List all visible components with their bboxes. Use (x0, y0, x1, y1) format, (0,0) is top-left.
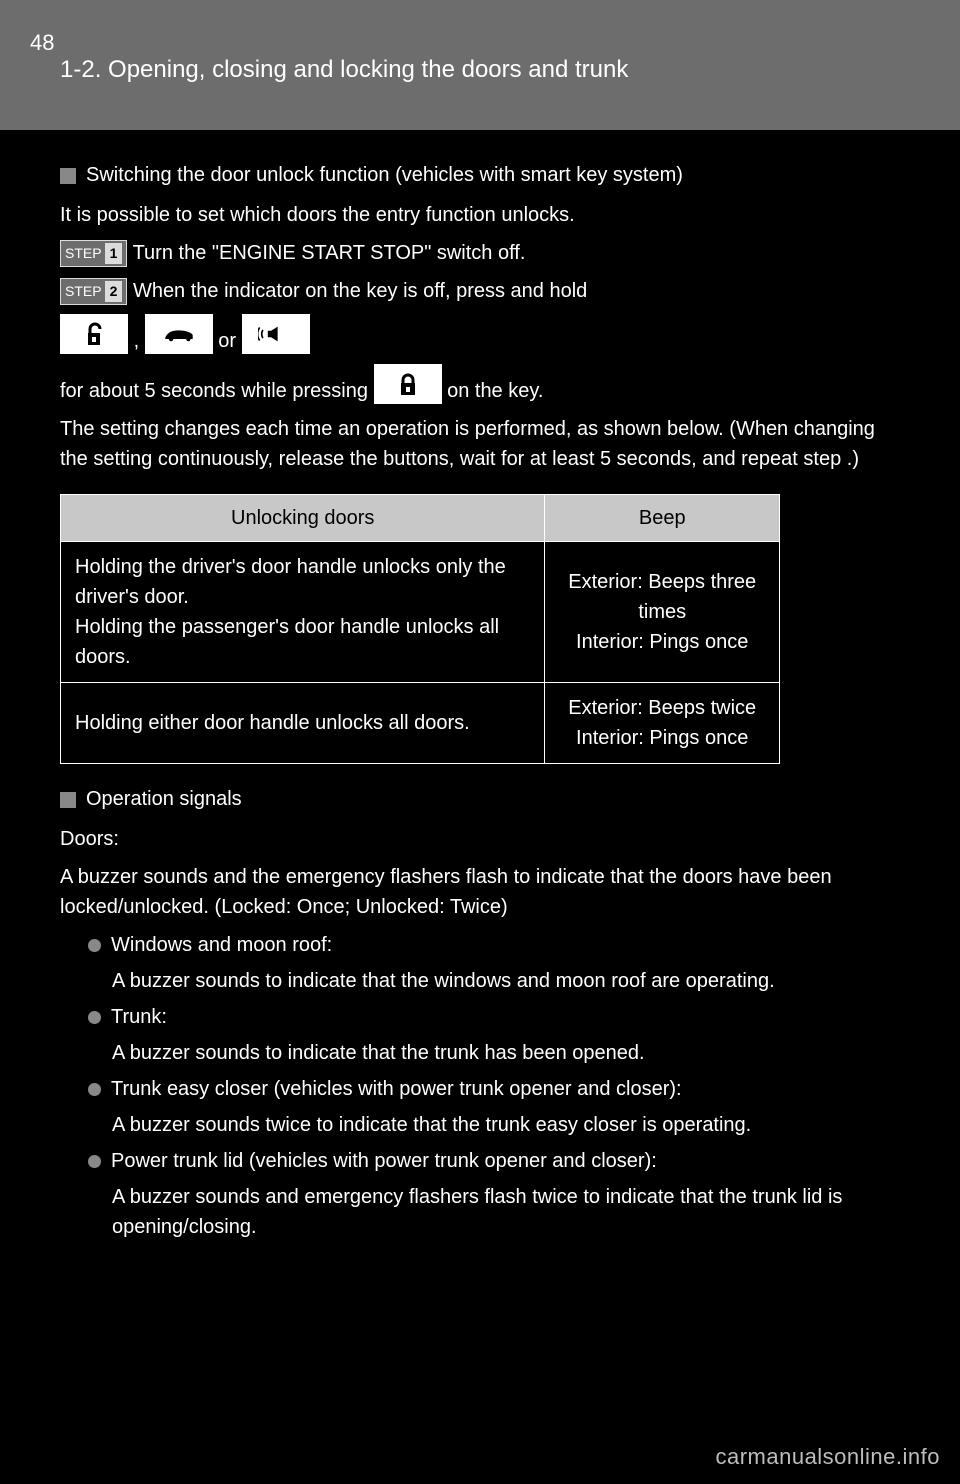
section2-title-text: Operation signals (86, 788, 242, 810)
round-bullet-icon (88, 1011, 101, 1024)
table-header-unlocking: Unlocking doors (61, 495, 545, 542)
op-doors-desc: A buzzer sounds and the emergency flashe… (60, 862, 900, 922)
header-bar: 48 1-2. Opening, closing and locking the… (0, 0, 960, 130)
section2-title: Operation signals (60, 784, 900, 814)
watermark: carmanualsonline.info (715, 1444, 940, 1470)
square-bullet-icon (60, 792, 76, 808)
section1-intro: It is possible to set which doors the en… (60, 200, 900, 230)
table-row: Holding either door handle unlocks all d… (61, 683, 780, 764)
unlock-icon (60, 314, 128, 354)
round-bullet-icon (88, 939, 101, 952)
step2-pre: When the indicator on the key is off, pr… (133, 280, 587, 302)
step2-line2: for about 5 seconds while pressing on th… (60, 364, 900, 406)
section1-after: The setting changes each time an operati… (60, 414, 900, 474)
table-cell: Exterior: Beeps twice Interior: Pings on… (545, 683, 780, 764)
bullet-easycloser: Trunk easy closer (vehicles with power t… (88, 1074, 900, 1104)
table-row: Holding the driver's door handle unlocks… (61, 542, 780, 683)
table-cell: Holding either door handle unlocks all d… (61, 683, 545, 764)
section1-title: Switching the door unlock function (vehi… (60, 160, 900, 190)
table-header-beep: Beep (545, 495, 780, 542)
page-content: Switching the door unlock function (vehi… (60, 160, 900, 1248)
step2-end: on the key. (447, 380, 543, 402)
page-number: 48 (30, 30, 54, 56)
car-icon (145, 314, 213, 354)
table-cell: Exterior: Beeps three times Interior: Pi… (545, 542, 780, 683)
step-badge-1: STEP1 (60, 240, 127, 267)
op-doors-label: Doors: (60, 824, 900, 854)
square-bullet-icon (60, 168, 76, 184)
step2-mid2: or (218, 330, 241, 352)
step1-row: STEP1 Turn the "ENGINE START STOP" switc… (60, 238, 900, 268)
bullet-windows-desc: A buzzer sounds to indicate that the win… (112, 966, 900, 996)
section-header: 1-2. Opening, closing and locking the do… (60, 56, 628, 84)
step1-text: Turn the "ENGINE START STOP" switch off. (133, 242, 526, 264)
section1-title-text: Switching the door unlock function (vehi… (86, 164, 683, 186)
step-badge-2: STEP2 (60, 278, 127, 305)
alarm-icon (242, 314, 310, 354)
lock-icon (374, 364, 442, 404)
step2-post: for about 5 seconds while pressing (60, 380, 374, 402)
table-cell: Holding the driver's door handle unlocks… (61, 542, 545, 683)
step2-icons-line: , or (60, 314, 900, 356)
round-bullet-icon (88, 1155, 101, 1168)
bullet-trunk: Trunk: (88, 1002, 900, 1032)
bullet-trunk-desc: A buzzer sounds to indicate that the tru… (112, 1038, 900, 1068)
step2-mid1: , (134, 330, 145, 352)
bullet-powertrunk: Power trunk lid (vehicles with power tru… (88, 1146, 900, 1176)
step2-row: STEP2 When the indicator on the key is o… (60, 276, 900, 306)
bullet-easycloser-desc: A buzzer sounds twice to indicate that t… (112, 1110, 900, 1140)
bullet-windows: Windows and moon roof: (88, 930, 900, 960)
modes-table: Unlocking doors Beep Holding the driver'… (60, 494, 780, 764)
bullet-powertrunk-desc: A buzzer sounds and emergency flashers f… (112, 1182, 900, 1242)
round-bullet-icon (88, 1083, 101, 1096)
